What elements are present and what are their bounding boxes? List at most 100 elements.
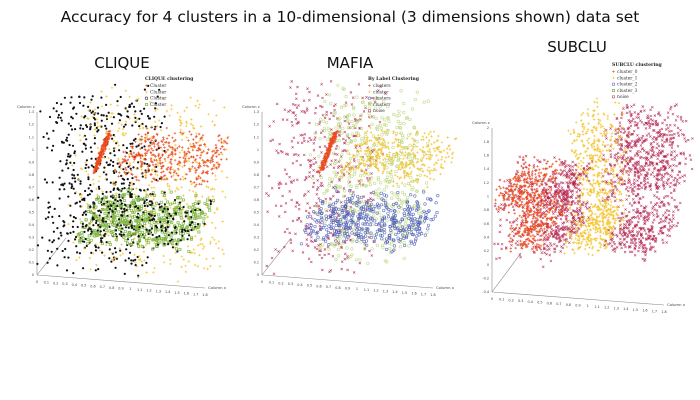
scatter-point [267,194,270,197]
scatter-point [144,154,147,157]
scatter-point [146,188,149,191]
scatter-point [154,163,158,166]
scatter-point [78,200,81,203]
scatter-point [48,239,51,242]
scatter-point [146,165,150,168]
scatter-point [340,246,344,250]
scatter-point [156,95,159,98]
scatter-point [56,121,59,124]
scatter-point [158,88,161,91]
scatter-point [173,198,177,202]
scatter-point [173,226,176,229]
scatter-point [98,187,101,190]
scatter-point [184,270,188,274]
scatter-point [154,138,157,142]
panel-clique: CLIQUE 0 0.1 0.2 0.3 0.4 0.5 0.6 0.7 0.8 0.9 1 1.1 1… [17,54,230,297]
scatter-point [199,176,202,180]
scatter-point [168,114,171,117]
scatter-point [142,126,145,130]
scatter-point [136,213,140,217]
scatter-point [120,214,123,217]
scatter-point [200,210,204,214]
scatter-point [78,256,81,259]
scatter-point [362,110,366,113]
scatter-point [107,211,110,214]
scatter-point [80,115,83,118]
scatter-point [180,265,183,269]
scatter-point [152,207,155,210]
scatter-point [139,123,143,126]
scatter-point [123,159,126,162]
scatter-point [143,209,147,213]
scatter-point [120,233,123,236]
axes: 0 0.1 0.2 0.3 0.4 0.5 0.6 0.7 0.8 0.9 1 1.1 1.2 1.3 1.… [242,104,455,297]
scatter-point [70,186,73,189]
scatter-point [173,169,177,173]
scatter-point [58,197,61,200]
scatter-point [312,148,316,152]
scatter-point [340,165,344,169]
scatter-point [323,144,327,148]
scatter-point [211,155,214,158]
scatter-point [338,179,341,182]
z-tick-label: 0.8 [29,173,34,177]
scatter-point [103,142,107,146]
scatter-point [128,181,132,184]
scatter-point [337,242,341,246]
scatter-point [350,228,354,232]
scatter-point [274,204,278,208]
scatter-point [281,118,285,121]
scatter-point [178,201,181,204]
scatter-point [97,268,100,271]
scatter-point [97,180,101,183]
scatter-point [113,135,116,138]
scatter-point [196,141,200,144]
scatter-point [113,168,117,172]
scatter-point [311,240,314,244]
scatter-point [173,201,177,205]
scatter-point [331,194,335,198]
scatter-point [198,156,202,160]
z-tick-label: 0.6 [484,222,489,226]
scatter-point [123,170,126,174]
scatter-point [311,174,315,178]
z-tick-label: 1.2 [29,123,34,127]
scatter-point [141,213,145,217]
scatter-point [145,84,148,87]
scatter-point [114,247,117,250]
scatter-point [281,194,284,198]
scatter-point [124,123,127,126]
scatter-point [105,131,108,134]
scatter-point [138,254,141,258]
scatter-point [169,146,173,149]
scatter-point [191,148,194,152]
scatter-point [170,162,173,166]
scatter-point [107,130,111,133]
scatter-point [267,174,271,178]
scatter-point [185,173,188,176]
scatter-point [132,155,136,158]
scatter-point [140,168,143,171]
z-tick-label: 1 [257,148,259,152]
scatter-point [174,138,177,142]
scatter-point [113,215,116,219]
scatter-point [114,83,117,86]
scatter-point [321,96,324,100]
scatter-point [190,221,193,224]
scatter-point [313,111,317,115]
scatter-point [103,166,106,169]
scatter-point [201,134,205,137]
scatter-point [295,159,299,163]
scatter-point [180,186,183,189]
scatter-point [140,138,144,141]
scatter-point [102,202,105,205]
scatter-point [84,144,87,147]
scatter-point [165,126,168,130]
scatter-point [100,146,103,149]
scatter-point [155,201,158,205]
scatter-point [191,161,195,164]
scatter-point [269,139,272,143]
scatter-point [295,201,299,205]
scatter-point [283,168,287,172]
scatter-point [325,165,329,169]
